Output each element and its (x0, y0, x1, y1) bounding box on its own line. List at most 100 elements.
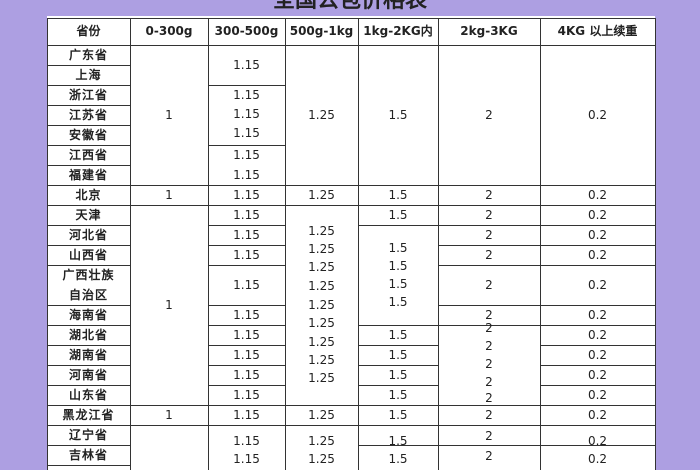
province-cell: 江西省 (68, 148, 108, 162)
h-line (208, 424, 285, 426)
price-cell: 0.2 (587, 108, 608, 122)
h-line (358, 324, 438, 326)
h-line (47, 304, 130, 306)
province-cell: 海南省 (68, 308, 108, 322)
h-line (285, 44, 358, 46)
h-line (285, 184, 358, 186)
h-line (47, 264, 130, 266)
h-line (47, 364, 130, 366)
province-cell: 福建省 (68, 168, 108, 182)
h-line (47, 124, 130, 126)
price-cell: 1 (165, 108, 173, 122)
price-cell: 2 (485, 188, 493, 202)
price-cell: 1.15 (233, 88, 260, 102)
price-cell: 1.5 (388, 388, 408, 402)
price-cell: 2 (485, 429, 493, 443)
price-cell: 1.15 (233, 328, 260, 342)
h-line (438, 404, 540, 406)
price-cell: 0.2 (587, 408, 608, 422)
price-cell: 1.5 (388, 368, 408, 382)
price-cell: 1.25 (308, 224, 335, 238)
province-cell: 广西壮族自治区 (62, 268, 115, 302)
province-cell: 江苏省 (68, 108, 108, 122)
price-cell: 2 (485, 449, 493, 463)
h-line (47, 424, 130, 426)
h-line (47, 344, 130, 346)
h-line (208, 344, 285, 346)
price-cell: 1.5 (388, 408, 408, 422)
price-cell: 1.15 (233, 188, 260, 202)
h-line (540, 224, 655, 226)
h-line (130, 424, 208, 426)
province-cell: 吉林省 (68, 448, 108, 462)
h-line (47, 84, 130, 86)
price-cell: 0.2 (587, 208, 608, 222)
price-cell: 1.15 (233, 408, 260, 422)
v-line (129, 18, 131, 470)
h-line (438, 204, 540, 206)
h-line (47, 384, 130, 386)
price-cell: 1.5 (388, 277, 408, 291)
h-line (130, 44, 208, 46)
header-cell: 1kg-2KG内 (363, 24, 433, 38)
v-line (357, 18, 359, 470)
price-cell: 1.25 (308, 353, 335, 367)
price-cell: 2 (485, 357, 493, 371)
h-line (438, 304, 540, 306)
price-cell: 1.25 (308, 452, 335, 466)
province-cell: 辽宁省 (68, 428, 108, 442)
price-cell: 1.15 (233, 107, 260, 121)
v-line (437, 18, 439, 470)
price-cell: 1.25 (308, 298, 335, 312)
price-cell: 1 (165, 408, 173, 422)
h-line (47, 184, 130, 186)
price-cell: 1.5 (388, 188, 408, 202)
h-line (130, 184, 208, 186)
province-cell: 山东省 (68, 388, 108, 402)
h-line (540, 344, 655, 346)
title: 全国公包价格表 (272, 0, 427, 13)
price-cell: 1.15 (233, 348, 260, 362)
province-cell: 河北省 (68, 228, 108, 242)
v-line (654, 18, 656, 470)
h-line (540, 444, 655, 446)
price-cell: 1.15 (233, 368, 260, 382)
price-cell: 1.5 (388, 295, 408, 309)
h-line (438, 424, 540, 426)
h-line (540, 244, 655, 246)
h-line (47, 44, 130, 46)
price-cell: 1.15 (233, 126, 260, 140)
price-cell: 1.25 (308, 335, 335, 349)
price-cell: 1.15 (233, 148, 260, 162)
province-cell: 山西省 (68, 248, 108, 262)
h-line (540, 324, 655, 326)
province-cell: 广东省 (68, 48, 108, 62)
province-cell: 天津 (75, 208, 102, 222)
province-cell: 河南省 (68, 368, 108, 382)
h-line (438, 224, 540, 226)
h-line (208, 144, 285, 146)
price-cell: 1 (165, 298, 173, 312)
price-cell: 2 (485, 208, 493, 222)
price-cell: 0.2 (587, 308, 608, 322)
h-line (47, 64, 130, 66)
v-line (46, 18, 48, 470)
price-cell: 0.2 (587, 228, 608, 242)
province-cell: 浙江省 (68, 88, 108, 102)
province-cell: 湖北省 (68, 328, 108, 342)
v-line (539, 18, 541, 470)
price-cell: 2 (485, 321, 493, 335)
price-cell: 1.15 (233, 388, 260, 402)
price-cell: 2 (485, 408, 493, 422)
price-cell: 1.25 (308, 108, 335, 122)
h-line (358, 344, 438, 346)
header-cell: 300-500g (214, 24, 279, 38)
price-cell: 0.2 (587, 348, 608, 362)
h-line (358, 44, 438, 46)
price-cell: 1.25 (308, 434, 335, 448)
header-cell: 2kg-3KG (460, 24, 518, 38)
price-cell: 1.15 (233, 168, 260, 182)
h-line (208, 184, 285, 186)
price-cell: 0.2 (587, 328, 608, 342)
price-cell: 1.5 (388, 452, 408, 466)
